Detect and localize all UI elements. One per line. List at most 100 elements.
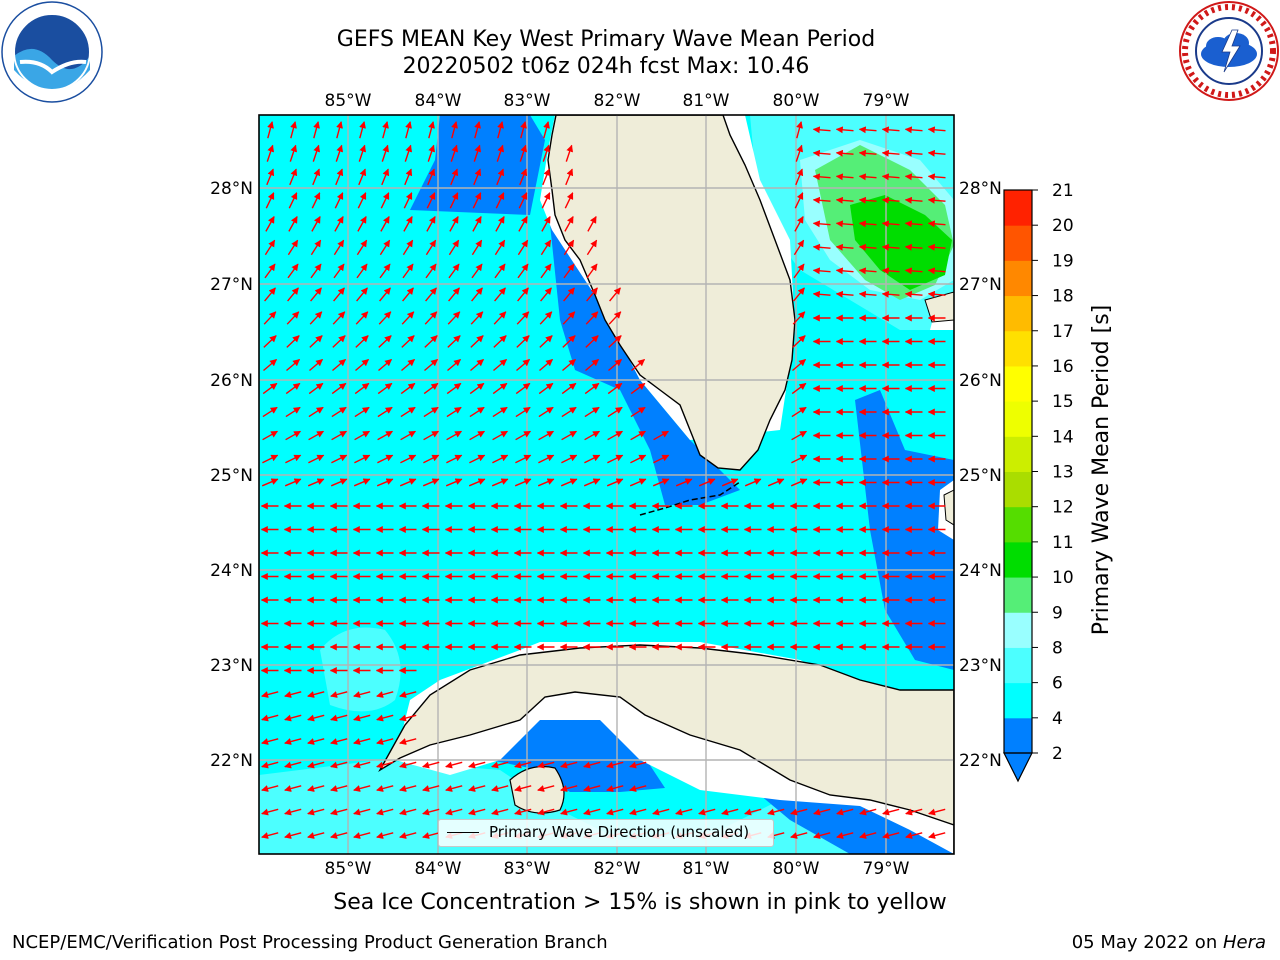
wave-direction-arrow [266,144,275,162]
wave-direction-arrow [400,430,417,441]
wave-direction-arrow [377,382,393,395]
wave-direction-arrow [422,832,440,839]
wave-direction-arrow [308,454,325,464]
wave-direction-arrow [353,738,371,745]
wave-direction-arrow [927,220,946,228]
wave-direction-arrow [287,239,299,256]
wave-direction-arrow [564,192,574,209]
wave-direction-arrow [927,126,946,134]
wave-direction-arrow [451,121,458,139]
wave-direction-arrow [334,215,344,232]
wave-direction-arrow [261,691,279,698]
wave-direction-arrow [402,287,414,302]
wave-direction-arrow [377,454,394,464]
wave-direction-arrow [331,406,347,418]
wave-direction-arrow [514,808,532,816]
wave-direction-arrow [471,239,483,256]
lon-label-bottom: 85°W [325,859,372,879]
colorbar-tick-label: 21 [1052,181,1074,201]
wave-direction-arrow [312,144,321,162]
colorbar-tick-label: 16 [1052,357,1074,377]
colorbar-segment [1004,436,1032,472]
wave-direction-arrow [491,785,509,792]
wave-direction-arrow [835,220,854,228]
wave-direction-arrow [537,785,555,792]
wave-direction-arrow [491,761,509,769]
colorbar-segment [1004,365,1032,402]
wave-direction-arrow [285,856,301,860]
wave-direction-arrow [284,738,302,745]
lon-label-bottom: 84°W [415,859,462,879]
wave-direction-arrow [286,311,300,325]
wave-direction-arrow [491,478,509,487]
wave-direction-arrow [307,808,325,816]
wave-direction-arrow [812,243,831,251]
wave-direction-arrow [519,168,528,186]
wave-direction-arrow [836,808,854,816]
wave-direction-arrow [905,832,923,839]
wave-direction-arrow [790,808,808,816]
wave-direction-arrow [401,358,416,372]
colorbar-segment [1004,401,1032,437]
wave-direction-arrow [698,808,716,816]
wave-direction-arrow [653,856,669,860]
wave-direction-arrow [310,263,322,279]
wave-direction-arrow [399,832,417,839]
wave-direction-arrow [376,761,394,769]
wave-direction-arrow [425,263,437,279]
wave-direction-arrow [721,478,739,487]
wave-direction-arrow [261,832,279,839]
lat-label-right: 23°N [959,656,1002,676]
legend-label: Primary Wave Direction (unscaled) [489,823,750,841]
wave-direction-arrow [353,761,371,769]
lat-label-left: 27°N [210,275,253,295]
wave-direction-arrow [560,761,578,769]
wave-direction-arrow [539,358,554,372]
wave-direction-arrow [404,144,413,162]
colorbar-segment [1004,225,1032,261]
land-cuba [378,644,954,854]
wave-direction-arrow [882,832,900,839]
wave-direction-arrow [446,454,463,464]
wave-direction-arrow [354,454,371,464]
wave-direction-arrow [473,168,482,186]
wave-direction-arrow [835,267,854,275]
wave-direction-arrow [309,335,323,348]
wave-direction-arrow [837,856,853,860]
wave-direction-arrow [767,478,785,487]
wave-direction-arrow [586,263,598,279]
wave-direction-arrow [608,335,622,348]
wave-direction-arrow [744,478,762,487]
lat-label-right: 25°N [959,466,1002,486]
wave-direction-arrow [285,382,301,395]
legend-line-icon [447,832,479,833]
wave-direction-arrow [330,808,348,816]
wave-direction-arrow [563,263,575,279]
wave-direction-arrow [517,239,529,256]
lon-label-bottom: 83°W [504,859,551,879]
wave-direction-arrow [517,287,529,302]
wave-direction-arrow [520,121,527,139]
wave-direction-arrow [330,832,348,839]
wave-direction-arrow [471,287,483,302]
wave-direction-arrow [812,290,831,298]
wave-direction-arrow [560,785,578,792]
wave-direction-arrow [606,808,624,816]
wave-direction-arrow [835,243,854,251]
wave-direction-arrow [585,311,599,325]
wave-direction-arrow [796,121,803,139]
wave-direction-arrow [376,832,394,839]
wave-direction-arrow [424,358,439,372]
colorbar-tick-label: 20 [1052,216,1074,236]
wave-direction-arrow [468,808,486,816]
wave-direction-arrow [587,215,597,232]
wave-direction-arrow [792,311,806,325]
wave-direction-arrow [586,287,598,302]
wave-direction-arrow [927,243,946,251]
wave-direction-arrow [376,785,394,792]
wave-direction-arrow [426,215,436,232]
wave-direction-arrow [791,406,807,418]
wave-direction-arrow [583,785,601,792]
wave-direction-arrow [881,220,900,228]
wave-direction-arrow [330,478,348,487]
